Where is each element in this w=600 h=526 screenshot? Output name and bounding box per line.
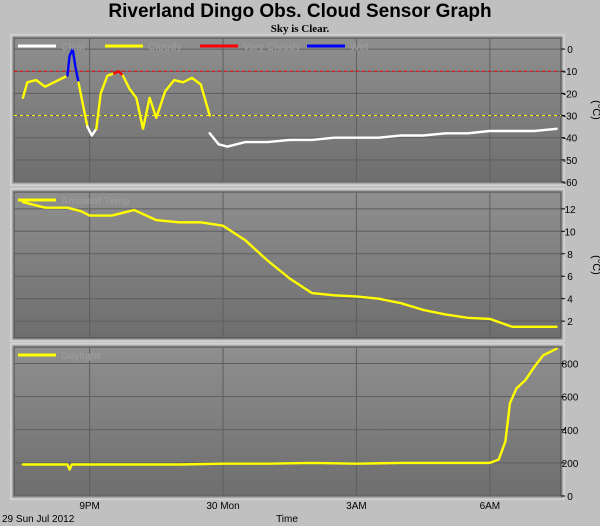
cloud-legend-label: Wet [350,42,369,53]
cloud-legend-label: Cloudy [148,42,182,53]
cloud-legend-label: Very Cloudy [243,42,301,53]
cloud-ytick-label: -50 [563,156,578,167]
ambient-panel: 2 4 6 8 10 12 (°C) Ambient Temp [10,188,600,342]
daylight-plot-area [13,346,562,497]
x-tick-label: 30 Mon [206,501,239,512]
cloud-unit-label: (°C) [590,100,600,120]
daylight-ytick-label: 600 [562,393,579,404]
cloud-series-line [77,81,89,128]
cloud-ytick-label: -30 [563,112,578,123]
daylight-ytick-label: 200 [562,459,579,470]
x-tick-label: 9PM [79,501,100,512]
ambient-plot-area [13,191,562,339]
cloud-legend-label: Clear [61,42,86,53]
cloud-series-line [208,127,558,148]
cloud-series-line [86,125,98,137]
cloud-series-line [66,47,80,84]
cloud-ytick-label: -60 [563,178,578,189]
x-tick-label: 3AM [346,501,367,512]
ambient-legend-label: Ambient Temp [61,196,130,207]
cloud-ytick-label: -40 [563,134,578,145]
daylight-ytick-label: 0 [567,492,573,503]
cloud-series-line [121,74,211,131]
cloud-ytick-label: -20 [563,89,578,100]
x-tick-label: 6AM [480,501,501,512]
daylight-series-line [21,347,558,471]
cloud-plot-area [13,37,562,183]
cloud-panel: 0 -10 -20 -30 -40 -50 -60 (°C) Clear Cloudy Very C… [10,34,600,189]
ambient-series-line [21,200,558,328]
daylight-ytick-label: 800 [562,360,579,371]
ambient-ytick-label: 10 [564,227,576,238]
cloud-series-line [112,69,125,77]
x-date-label: 29 Sun Jul 2012 [2,514,75,525]
ambient-unit-label: (°C) [590,255,600,275]
page-title: Riverland Dingo Obs. Cloud Sensor Graph [108,1,492,22]
daylight-legend-label: Daylight [61,351,101,362]
ambient-ytick-label: 4 [567,295,573,306]
cloud-series-line [95,72,116,131]
ambient-ytick-label: 12 [564,205,576,216]
cloud-series-line [21,74,69,100]
ambient-ytick-label: 8 [567,250,573,261]
ambient-ytick-label: 6 [567,272,573,283]
daylight-panel: 0 200 400 600 800 Daylight [10,343,579,503]
sky-status: Sky is Clear. [270,23,330,35]
daylight-ytick-label: 400 [562,426,579,437]
ambient-ytick-label: 2 [567,317,573,328]
cloud-ytick-label: -10 [563,67,578,78]
x-axis-label: Time [276,514,298,525]
cloud-ytick-label: 0 [567,45,573,56]
